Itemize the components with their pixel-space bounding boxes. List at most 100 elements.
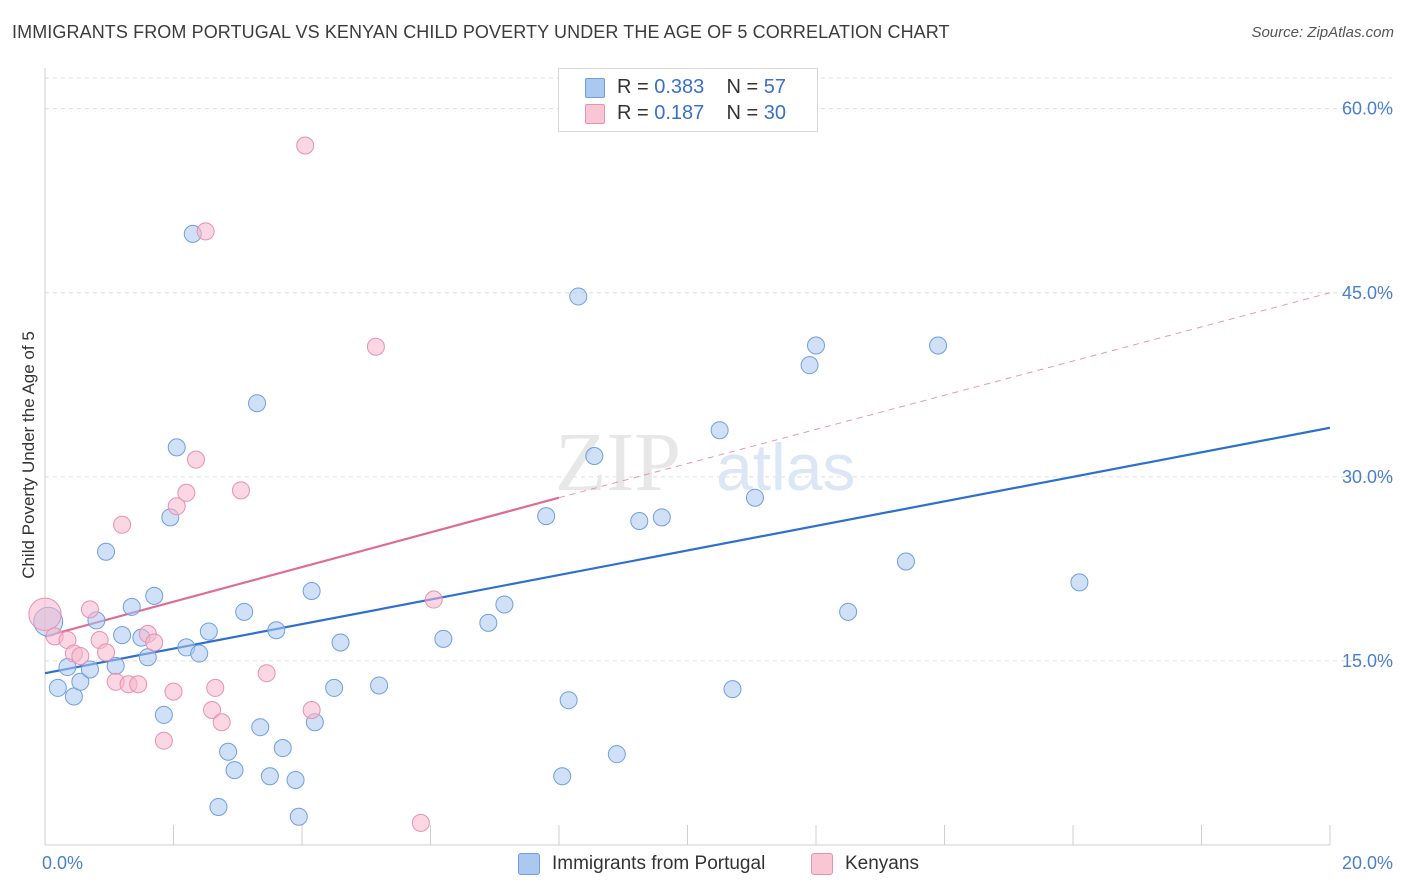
data-point-pink (113, 515, 132, 534)
data-point-blue (929, 336, 948, 355)
trend-line-extension-pink (558, 292, 1331, 499)
data-point-blue (71, 672, 90, 691)
data-point-pink (97, 643, 116, 662)
data-point-pink (154, 731, 173, 750)
y-tick-label: 15.0% (1342, 651, 1393, 671)
data-point-blue (48, 678, 67, 697)
data-point-blue (248, 394, 267, 413)
data-point-blue (267, 621, 286, 640)
data-point-blue (495, 595, 514, 614)
data-point-blue (97, 542, 116, 561)
stats-legend: R = 0.383 N = 57 R = 0.187 N = 30 (558, 68, 818, 132)
watermark: ZIP atlas (555, 416, 855, 509)
data-point-blue (235, 602, 254, 621)
data-point-pink (424, 590, 443, 609)
y-tick-label: 45.0% (1342, 283, 1393, 303)
y-axis-label: Child Poverty Under the Age of 5 (19, 331, 38, 579)
data-point-blue (807, 336, 825, 355)
data-point-blue (1070, 573, 1089, 592)
data-point-blue (745, 488, 764, 507)
data-points (28, 136, 1089, 832)
data-point-blue (434, 629, 453, 648)
legend-n-value: 30 (763, 101, 787, 124)
data-point-pink (302, 701, 321, 720)
data-point-blue (289, 807, 308, 826)
bottom-legend-kenyans: Kenyans (811, 852, 919, 876)
data-point-blue (723, 680, 742, 699)
data-point-pink (212, 713, 231, 732)
data-point-blue (302, 581, 321, 600)
data-point-pink (80, 600, 99, 619)
data-point-pink (203, 701, 222, 720)
data-point-blue (286, 770, 305, 789)
data-point-blue (569, 287, 588, 306)
bottom-legend-label: Immigrants from Portugal (552, 853, 766, 874)
data-point-pink (164, 682, 183, 701)
legend-n-value: 57 (763, 75, 787, 98)
bottom-legend-swatch-blue (518, 853, 540, 875)
y-tick-label: 30.0% (1342, 467, 1393, 487)
bottom-legend-portugal: Immigrants from Portugal (518, 852, 765, 876)
legend-n-label: N = (726, 101, 759, 124)
watermark-atlas: atlas (716, 430, 855, 504)
data-point-blue (607, 745, 626, 764)
data-point-blue (273, 739, 292, 758)
data-point-blue (219, 742, 238, 761)
data-point-blue (537, 507, 556, 526)
bottom-legend-label: Kenyans (845, 853, 919, 874)
data-point-pink (28, 597, 62, 631)
data-point-pink (167, 497, 186, 516)
grid-lines (45, 77, 1392, 662)
chart-title: IMMIGRANTS FROM PORTUGAL VS KENYAN CHILD… (12, 22, 950, 42)
data-point-blue (145, 586, 164, 605)
legend-swatch-pink (585, 104, 605, 124)
data-point-pink (296, 136, 315, 155)
data-point-blue (630, 512, 649, 531)
legend-r-label: R = (617, 101, 649, 124)
data-point-blue (710, 421, 729, 440)
data-point-blue (80, 660, 99, 679)
data-point-pink (186, 450, 205, 469)
data-point-pink (196, 222, 215, 241)
data-point-blue (190, 644, 209, 663)
data-point-blue (167, 438, 186, 457)
data-point-pink (177, 483, 196, 502)
legend-r-value: 0.187 (654, 101, 705, 124)
data-point-pink (71, 647, 90, 666)
data-point-blue (559, 691, 578, 710)
data-point-blue (896, 552, 915, 571)
data-point-blue (199, 622, 218, 641)
data-point-blue (800, 356, 819, 375)
legend-n-label: N = (726, 75, 759, 98)
x-tick-label-max: 20.0% (1342, 853, 1393, 873)
tick-labels: 15.0% 30.0% 45.0% 60.0% 0.0% 20.0% (42, 99, 1393, 873)
data-point-blue (585, 446, 604, 465)
data-point-blue (479, 613, 498, 632)
bottom-legend-swatch-pink (811, 853, 833, 875)
legend-swatch-blue (585, 78, 605, 98)
data-point-pink (206, 678, 225, 697)
data-point-blue (154, 705, 173, 724)
data-point-pink (129, 675, 148, 694)
data-point-blue (652, 508, 671, 527)
data-point-blue (251, 718, 270, 737)
data-point-blue (331, 633, 350, 652)
data-point-blue (209, 797, 228, 816)
data-point-blue (325, 678, 344, 697)
source-label: Source: ZipAtlas.com (1251, 24, 1394, 41)
data-point-blue (370, 676, 389, 695)
data-point-pink (366, 337, 385, 356)
data-point-blue (122, 597, 141, 616)
data-point-pink (231, 481, 250, 500)
y-tick-label: 60.0% (1342, 99, 1393, 119)
data-point-pink (411, 813, 430, 832)
watermark-zip: ZIP (555, 416, 681, 509)
data-point-blue (225, 761, 244, 780)
legend-r-label: R = (617, 75, 649, 98)
trend-line-blue (44, 426, 1331, 675)
legend-r-value: 0.383 (654, 75, 705, 98)
data-point-blue (553, 767, 572, 786)
x-tick-label-min: 0.0% (42, 853, 83, 873)
data-point-pink (257, 664, 276, 683)
axes (44, 68, 1331, 846)
